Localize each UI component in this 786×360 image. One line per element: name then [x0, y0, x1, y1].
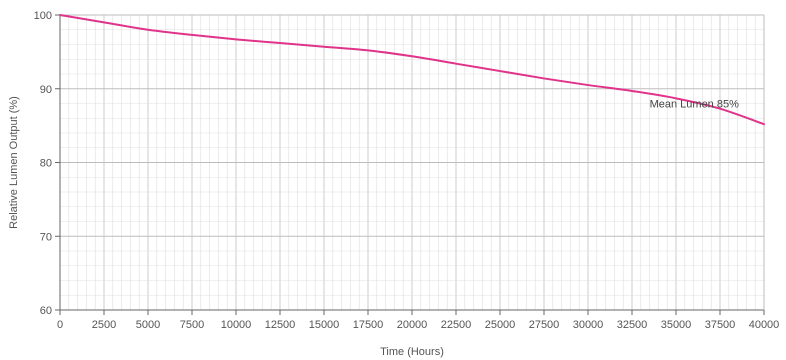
x-tick-label: 2500 — [92, 319, 116, 331]
series-line-0 — [59, 14, 765, 126]
x-tick-label: 37500 — [705, 319, 736, 331]
y-tick-label: 70 — [40, 231, 52, 243]
series-layer — [59, 14, 765, 126]
x-tick-label: 40000 — [749, 319, 780, 331]
grid — [59, 14, 765, 311]
axes — [55, 14, 765, 315]
x-axis-label: Time (Hours) — [380, 346, 444, 358]
x-tick-label: 27500 — [529, 319, 560, 331]
y-tick-label: 100 — [34, 10, 52, 22]
tick-labels: 0 2500 5000 7500 10000 12500 15000 17500 20000 22… — [34, 10, 780, 331]
x-tick-label: 15000 — [309, 319, 340, 331]
y-tick-label: 60 — [40, 305, 52, 317]
x-tick-label: 25000 — [485, 319, 516, 331]
x-tick-label: 17500 — [353, 319, 384, 331]
x-tick-label: 12500 — [265, 319, 296, 331]
x-tick-label: 10000 — [221, 319, 252, 331]
x-tick-label: 0 — [57, 319, 63, 331]
x-tick-label: 32500 — [617, 319, 648, 331]
x-tick-label: 30000 — [573, 319, 604, 331]
annotation-mean-lumen: Mean Lumen 85% — [650, 99, 739, 111]
x-tick-label: 20000 — [397, 319, 428, 331]
y-axis-label: Relative Lumen Output (%) — [8, 96, 20, 229]
x-tick-label: 35000 — [661, 319, 692, 331]
x-tick-label: 22500 — [441, 319, 472, 331]
x-tick-label: 5000 — [136, 319, 160, 331]
y-tick-label: 90 — [40, 84, 52, 96]
x-tick-label: 7500 — [180, 319, 204, 331]
y-tick-label: 80 — [40, 158, 52, 170]
